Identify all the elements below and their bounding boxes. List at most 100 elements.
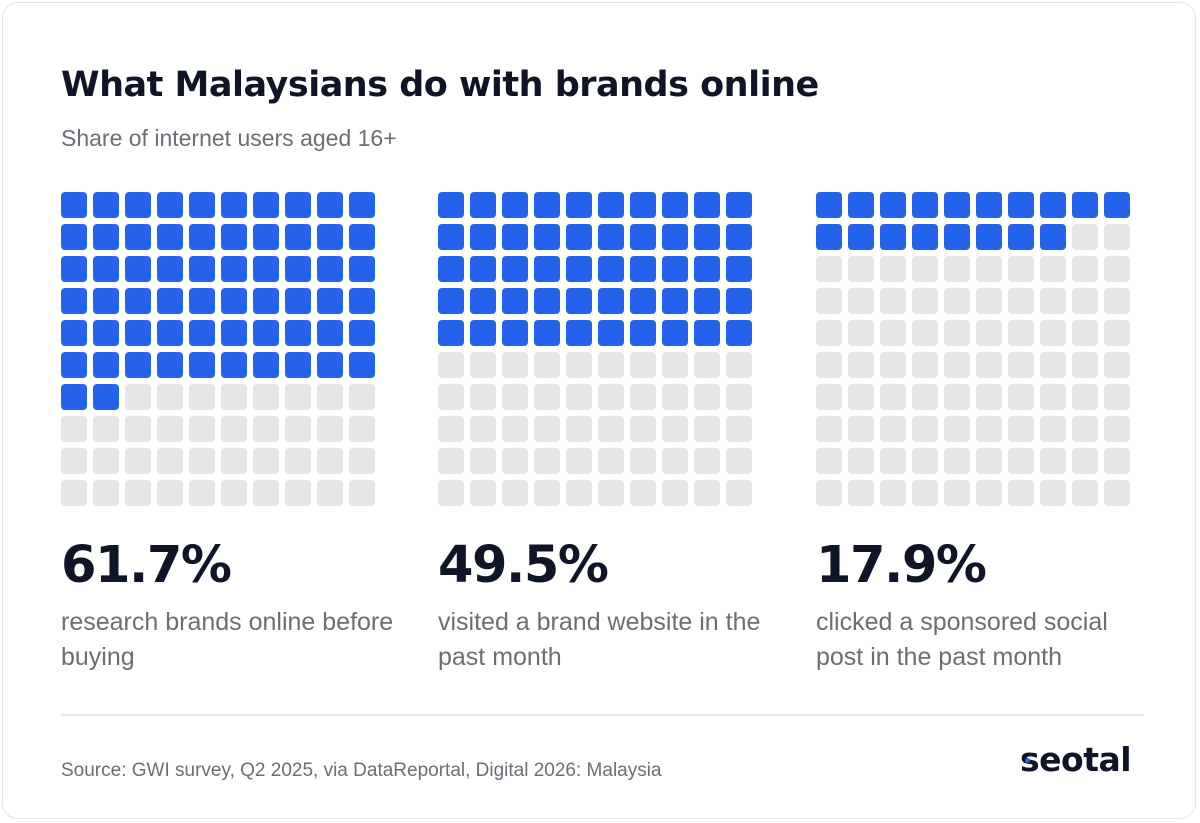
waffle-cell-filled bbox=[1040, 192, 1066, 218]
waffle-cell-filled bbox=[317, 256, 343, 282]
waffle-cell-empty bbox=[816, 320, 842, 346]
waffle-cell-filled bbox=[566, 288, 592, 314]
waffle-cell-filled bbox=[93, 320, 119, 346]
waffle-cell-filled bbox=[534, 288, 560, 314]
waffle-cell-filled bbox=[349, 320, 375, 346]
waffle-cell-filled bbox=[726, 224, 752, 250]
waffle-cell-empty bbox=[438, 416, 464, 442]
waffle-cell-empty bbox=[1104, 480, 1130, 506]
waffle-cell-empty bbox=[880, 384, 906, 410]
waffle-cell-empty bbox=[317, 416, 343, 442]
waffle-cell-empty bbox=[502, 352, 528, 378]
waffle-cell-filled bbox=[726, 192, 752, 218]
waffle-cell-filled bbox=[848, 224, 874, 250]
waffle-cell-empty bbox=[438, 448, 464, 474]
waffle-cell-empty bbox=[502, 480, 528, 506]
waffle-cell-filled bbox=[285, 288, 311, 314]
waffle-cell-filled bbox=[253, 320, 279, 346]
waffle-cell-empty bbox=[157, 480, 183, 506]
waffle-cell-filled bbox=[253, 288, 279, 314]
waffle-cell-filled bbox=[662, 256, 688, 282]
waffle-cell-empty bbox=[317, 448, 343, 474]
waffle-cell-empty bbox=[912, 256, 938, 282]
waffle-cell-empty bbox=[662, 448, 688, 474]
waffle-cell-filled bbox=[598, 288, 624, 314]
waffle-cell-filled bbox=[470, 256, 496, 282]
waffle-cell-empty bbox=[816, 448, 842, 474]
source-note: Source: GWI survey, Q2 2025, via DataRep… bbox=[61, 760, 662, 781]
waffle-cell-filled bbox=[534, 256, 560, 282]
waffle-cell-filled bbox=[944, 192, 970, 218]
waffle-cell-filled bbox=[438, 256, 464, 282]
waffle-cell-filled bbox=[502, 320, 528, 346]
waffle-cell-empty bbox=[630, 384, 656, 410]
waffle-cell-empty bbox=[944, 480, 970, 506]
waffle-cell-filled bbox=[157, 320, 183, 346]
waffle-cell-empty bbox=[848, 352, 874, 378]
waffle-cell-empty bbox=[93, 480, 119, 506]
waffle-cell-filled bbox=[285, 256, 311, 282]
waffle-cell-empty bbox=[349, 384, 375, 410]
waffle-cell-empty bbox=[912, 480, 938, 506]
waffle-cell-empty bbox=[848, 320, 874, 346]
waffle-cell-empty bbox=[1104, 416, 1130, 442]
waffle-cell-filled bbox=[349, 256, 375, 282]
waffle-cell-empty bbox=[502, 416, 528, 442]
waffle-cell-empty bbox=[93, 416, 119, 442]
waffle-cell-filled bbox=[566, 192, 592, 218]
waffle-cell-filled bbox=[662, 320, 688, 346]
waffle-cell-filled bbox=[662, 288, 688, 314]
waffle-cell-filled bbox=[598, 192, 624, 218]
waffle-cell-empty bbox=[598, 384, 624, 410]
waffle-cell-filled bbox=[470, 192, 496, 218]
waffle-cell-empty bbox=[816, 256, 842, 282]
waffle-cell-filled bbox=[93, 224, 119, 250]
waffle-cell-filled bbox=[630, 224, 656, 250]
waffle-cell-empty bbox=[816, 288, 842, 314]
waffle-cell-empty bbox=[598, 448, 624, 474]
waffle-grid bbox=[438, 192, 754, 508]
waffle-cell-empty bbox=[317, 480, 343, 506]
waffle-cell-empty bbox=[976, 256, 1002, 282]
waffle-cell-empty bbox=[848, 288, 874, 314]
waffle-cell-filled bbox=[912, 192, 938, 218]
waffle-cell-empty bbox=[726, 352, 752, 378]
waffle-cell-empty bbox=[1104, 384, 1130, 410]
waffle-cell-filled bbox=[157, 256, 183, 282]
waffle-cell-filled bbox=[438, 320, 464, 346]
waffle-cell-empty bbox=[912, 384, 938, 410]
stat-description: research brands online before buying bbox=[61, 608, 394, 671]
waffle-cell-empty bbox=[1072, 224, 1098, 250]
waffle-cell-empty bbox=[816, 416, 842, 442]
waffle-cell-filled bbox=[189, 256, 215, 282]
waffle-grid bbox=[816, 192, 1132, 508]
waffle-cell-filled bbox=[1040, 224, 1066, 250]
waffle-cell-empty bbox=[944, 448, 970, 474]
waffle-cell-empty bbox=[1104, 352, 1130, 378]
waffle-cell-filled bbox=[61, 320, 87, 346]
waffle-cell-filled bbox=[93, 256, 119, 282]
waffle-cell-empty bbox=[534, 384, 560, 410]
waffle-cell-empty bbox=[349, 448, 375, 474]
waffle-cell-empty bbox=[726, 384, 752, 410]
waffle-cell-filled bbox=[61, 352, 87, 378]
waffle-cell-filled bbox=[598, 224, 624, 250]
waffle-cell-empty bbox=[285, 480, 311, 506]
waffle-cell-empty bbox=[880, 256, 906, 282]
waffle-cell-empty bbox=[598, 352, 624, 378]
waffle-cell-empty bbox=[1072, 416, 1098, 442]
waffle-cell-filled bbox=[125, 288, 151, 314]
waffle-cell-empty bbox=[816, 480, 842, 506]
waffle-cell-empty bbox=[349, 416, 375, 442]
waffle-cell-filled bbox=[1008, 192, 1034, 218]
waffle-cell-empty bbox=[1072, 288, 1098, 314]
waffle-cell-filled bbox=[694, 320, 720, 346]
waffle-cell-empty bbox=[1008, 288, 1034, 314]
waffle-cell-empty bbox=[1040, 320, 1066, 346]
stat-value: 49.5% bbox=[438, 536, 609, 595]
waffle-cell-filled bbox=[125, 320, 151, 346]
waffle-panel-website: 49.5% visited a brand website in the pas… bbox=[438, 192, 778, 671]
waffle-cell-empty bbox=[470, 352, 496, 378]
waffle-cell-empty bbox=[93, 448, 119, 474]
waffle-cell-empty bbox=[189, 416, 215, 442]
